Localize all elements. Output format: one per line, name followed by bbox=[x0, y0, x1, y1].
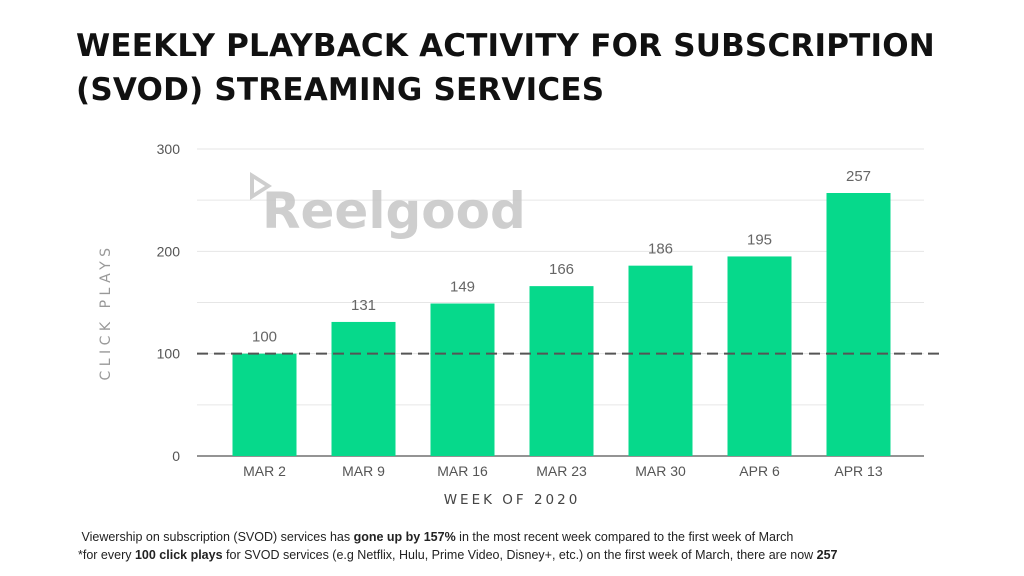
bar bbox=[232, 353, 297, 456]
bar bbox=[727, 256, 792, 456]
y-axis-ticks: 0 100 200 300 bbox=[157, 141, 181, 464]
x-tick-label: MAR 23 bbox=[536, 463, 587, 479]
y-tick-label: 200 bbox=[157, 243, 181, 259]
x-tick-label: MAR 16 bbox=[437, 463, 488, 479]
footnote-2-text-a: *for every bbox=[78, 548, 135, 562]
watermark-text: Reelgood bbox=[262, 182, 526, 240]
footnote: Viewership on subscription (SVOD) servic… bbox=[78, 528, 1018, 564]
x-tick-label: APR 6 bbox=[739, 463, 780, 479]
chart-title: WEEKLY PLAYBACK ACTIVITY FOR SUBSCRIPTIO… bbox=[76, 24, 976, 112]
bar bbox=[529, 286, 594, 456]
x-tick-label: MAR 30 bbox=[635, 463, 686, 479]
data-label: 186 bbox=[648, 241, 673, 258]
data-label: 149 bbox=[450, 279, 475, 296]
play-icon bbox=[250, 172, 272, 200]
bar bbox=[331, 321, 396, 456]
chart-title-line-2: (SVOD) STREAMING SERVICES bbox=[76, 72, 605, 108]
bars bbox=[232, 193, 891, 456]
footnote-2-bold-b: 257 bbox=[816, 548, 838, 562]
bar-chart: Reelgood 0 100 200 300 100 131 149 166 186 195 25… bbox=[98, 141, 944, 508]
footnote-2-text-b: for SVOD services (e.g Netflix, Hulu, Pr… bbox=[222, 548, 817, 562]
footnote-line-2: *for every 100 click plays for SVOD serv… bbox=[78, 546, 1018, 564]
y-tick-label: 0 bbox=[172, 448, 180, 464]
y-tick-label: 300 bbox=[157, 141, 181, 157]
x-tick-label: MAR 9 bbox=[342, 463, 385, 479]
data-labels: 100 131 149 166 186 195 257 bbox=[252, 168, 871, 346]
footnote-line-1: Viewership on subscription (SVOD) servic… bbox=[78, 528, 1018, 546]
chart-title-line-1: WEEKLY PLAYBACK ACTIVITY FOR SUBSCRIPTIO… bbox=[76, 28, 935, 64]
footnote-2-bold-a: 100 click plays bbox=[134, 548, 223, 562]
footnote-1-text-b: in the most recent week compared to the … bbox=[455, 530, 794, 544]
x-tick-label: APR 13 bbox=[834, 463, 882, 479]
data-label: 195 bbox=[747, 231, 772, 248]
footnote-1-text-a: Viewership on subscription (SVOD) servic… bbox=[81, 530, 354, 544]
data-label: 131 bbox=[351, 297, 376, 314]
data-label: 100 bbox=[252, 329, 277, 346]
y-tick-label: 100 bbox=[157, 346, 181, 362]
data-label: 166 bbox=[549, 261, 574, 278]
x-tick-label: MAR 2 bbox=[243, 463, 286, 479]
x-axis-label: WEEK OF 2020 bbox=[444, 492, 581, 508]
bar bbox=[826, 193, 891, 456]
reelgood-watermark: Reelgood bbox=[250, 172, 526, 240]
bar bbox=[628, 265, 693, 456]
data-label: 257 bbox=[846, 168, 871, 185]
bar bbox=[430, 303, 495, 456]
y-axis-label: CLICK PLAYS bbox=[98, 243, 114, 380]
footnote-1-bold: gone up by 157% bbox=[353, 530, 456, 544]
x-axis-ticks: MAR 2 MAR 9 MAR 16 MAR 23 MAR 30 APR 6 APR 13 bbox=[243, 463, 883, 479]
